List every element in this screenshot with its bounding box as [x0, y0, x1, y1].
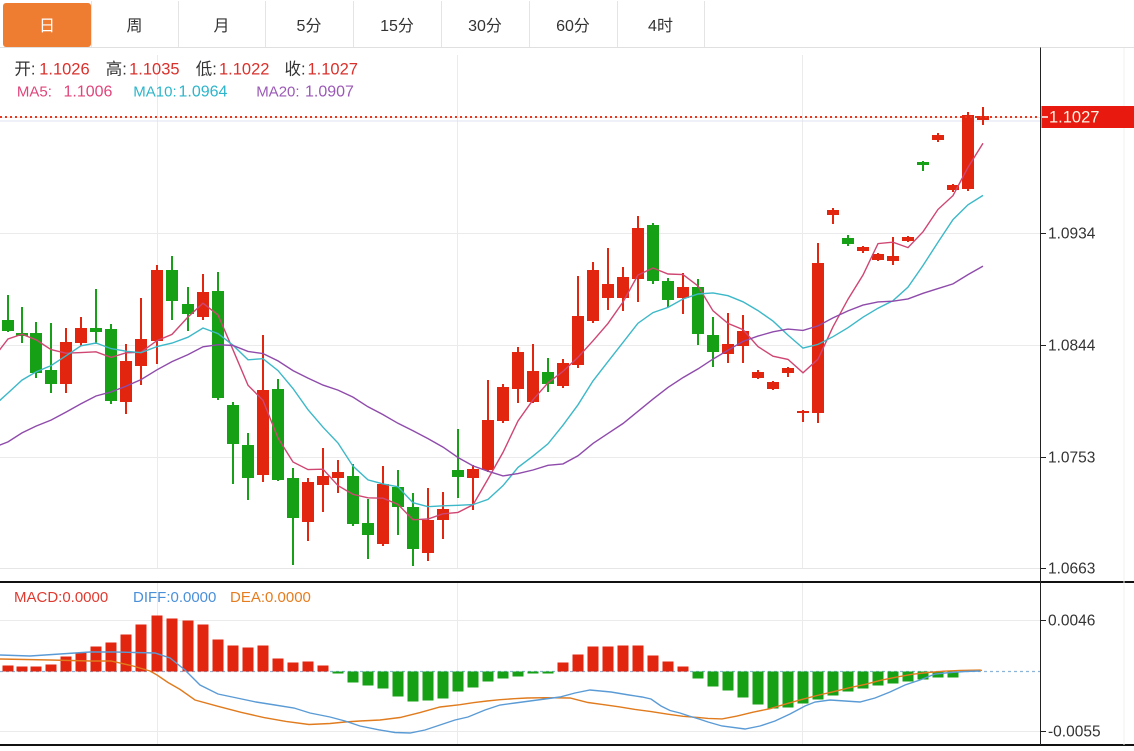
svg-text:DEA:0.0000: DEA:0.0000	[230, 589, 311, 606]
svg-text:1.0907: 1.0907	[305, 84, 354, 101]
svg-text:15分: 15分	[380, 17, 414, 35]
svg-text:-0.0055: -0.0055	[1048, 724, 1101, 741]
svg-text:60分: 60分	[556, 17, 590, 35]
svg-text:收:: 收:	[285, 60, 306, 79]
svg-text:1.0663: 1.0663	[1048, 561, 1095, 578]
svg-text:5分: 5分	[297, 17, 322, 35]
svg-text:1.1035: 1.1035	[129, 61, 179, 79]
svg-text:1.0934: 1.0934	[1048, 226, 1096, 243]
svg-text:高:: 高:	[106, 60, 127, 79]
svg-text:0.0046: 0.0046	[1048, 613, 1095, 630]
svg-text:1.0844: 1.0844	[1048, 338, 1096, 355]
svg-text:MACD:0.0000: MACD:0.0000	[14, 589, 108, 606]
svg-text:月: 月	[213, 18, 229, 35]
svg-text:1.1006: 1.1006	[64, 84, 113, 101]
svg-text:30分: 30分	[468, 17, 502, 35]
svg-text:MA10:: MA10:	[133, 84, 176, 101]
svg-text:4时: 4时	[648, 17, 673, 35]
svg-text:MA20:: MA20:	[256, 84, 299, 101]
svg-text:1.1022: 1.1022	[219, 61, 269, 79]
svg-text:日: 日	[39, 18, 55, 35]
svg-text:1.1027: 1.1027	[1049, 109, 1099, 127]
svg-text:1.1026: 1.1026	[39, 61, 89, 79]
svg-text:1.1027: 1.1027	[308, 61, 358, 79]
svg-text:周: 周	[126, 18, 142, 35]
svg-text:MA5:: MA5:	[17, 84, 52, 101]
svg-text:DIFF:0.0000: DIFF:0.0000	[133, 589, 216, 606]
svg-text:1.0753: 1.0753	[1048, 450, 1095, 467]
svg-text:开:: 开:	[14, 61, 35, 79]
svg-text:1.0964: 1.0964	[179, 84, 228, 101]
svg-text:低:: 低:	[196, 60, 217, 79]
